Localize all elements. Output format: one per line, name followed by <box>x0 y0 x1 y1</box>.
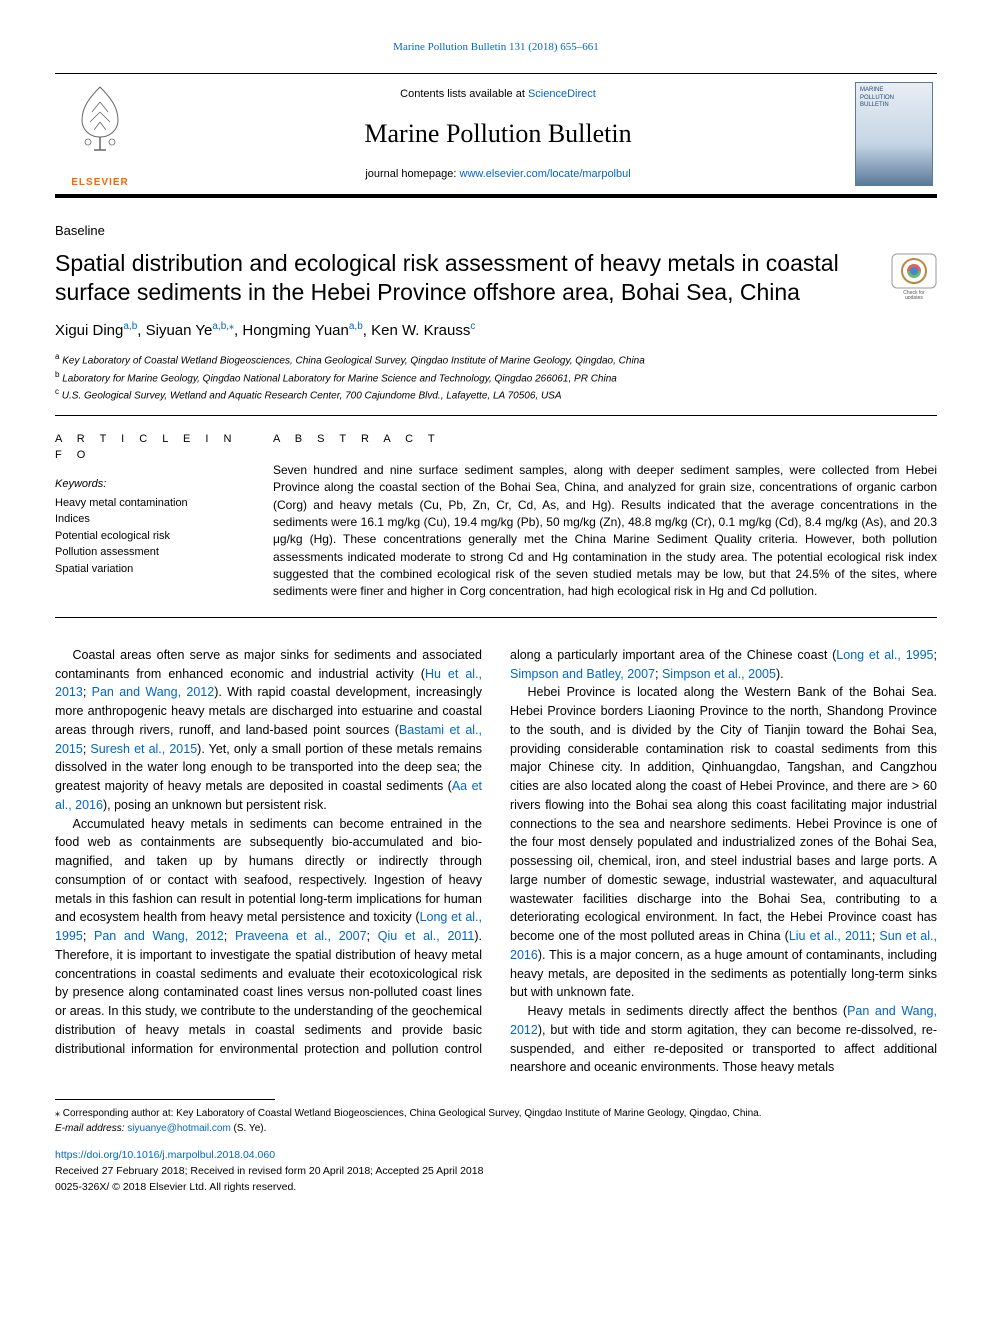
article-type: Baseline <box>55 222 937 240</box>
keywords-list: Heavy metal contamination Indices Potent… <box>55 495 245 578</box>
t: ). <box>776 667 784 681</box>
journal-header: ELSEVIER Contents lists available at Sci… <box>55 73 937 198</box>
cover-text-1: MARINE <box>860 87 928 94</box>
authors-line: Xigui Dinga,b, Siyuan Yea,b,⁎, Hongming … <box>55 320 937 341</box>
body-para-1: Coastal areas often serve as major sinks… <box>55 646 482 815</box>
abstract-column: A B S T R A C T Seven hundred and nine s… <box>273 432 937 601</box>
keyword: Indices <box>55 511 245 528</box>
t: ; <box>934 648 937 662</box>
author-2-aff[interactable]: a,b, <box>212 321 229 332</box>
corr-text: Corresponding author at: Key Laboratory … <box>60 1108 762 1119</box>
abstract-heading: A B S T R A C T <box>273 432 937 447</box>
divider-top <box>55 415 937 416</box>
affiliations: a Key Laboratory of Coastal Wetland Biog… <box>55 351 937 403</box>
author-3: Hongming Yuan <box>242 322 348 339</box>
author-4: Ken W. Krauss <box>371 322 470 339</box>
t: ). This is a major concern, as a huge am… <box>510 948 937 1000</box>
copyright-line: 0025-326X/ © 2018 Elsevier Ltd. All righ… <box>55 1181 296 1193</box>
info-abstract-row: A R T I C L E I N F O Keywords: Heavy me… <box>55 428 937 605</box>
body-para-4: Heavy metals in sediments directly affec… <box>510 1002 937 1077</box>
t: ; <box>367 929 378 943</box>
divider-bottom <box>55 617 937 618</box>
t: Heavy metals in sediments directly affec… <box>528 1004 848 1018</box>
email-label: E-mail address: <box>55 1123 127 1134</box>
journal-cover-thumb[interactable]: MARINE POLLUTION BULLETIN <box>855 82 933 186</box>
abstract-text: Seven hundred and nine surface sediment … <box>273 462 937 601</box>
ref-link[interactable]: Qiu et al., 2011 <box>378 929 475 943</box>
t: ; <box>655 667 662 681</box>
cover-text-2: POLLUTION <box>860 95 928 102</box>
ref-link[interactable]: Pan and Wang, 2012 <box>94 929 224 943</box>
author-1: Xigui Ding <box>55 322 123 339</box>
corr-email-link[interactable]: siyuanye@hotmail.com <box>127 1123 231 1134</box>
ref-link[interactable]: Simpson et al., 2005 <box>662 667 776 681</box>
doi-link[interactable]: https://doi.org/10.1016/j.marpolbul.2018… <box>55 1149 275 1161</box>
affiliation-a-text: Key Laboratory of Coastal Wetland Biogeo… <box>62 356 645 367</box>
author-3-aff[interactable]: a,b <box>349 321 363 332</box>
contents-available: Contents lists available at ScienceDirec… <box>153 87 843 102</box>
t: Accumulated heavy metals in sediments ca… <box>55 817 482 925</box>
keyword: Pollution assessment <box>55 544 245 561</box>
author-2-corr[interactable]: ⁎ <box>229 321 234 332</box>
ref-link[interactable]: Long et al., 1995 <box>836 648 933 662</box>
keyword: Spatial variation <box>55 561 245 578</box>
sciencedirect-link[interactable]: ScienceDirect <box>528 88 596 100</box>
ref-link[interactable]: Pan and Wang, 2012 <box>92 685 215 699</box>
ref-link[interactable]: Suresh et al., 2015 <box>90 742 197 756</box>
journal-name: Marine Pollution Bulletin <box>153 116 843 152</box>
t: ; <box>83 929 94 943</box>
homepage-link[interactable]: www.elsevier.com/locate/marpolbul <box>460 168 631 180</box>
author-2: Siyuan Ye <box>146 322 213 339</box>
received-dates: Received 27 February 2018; Received in r… <box>55 1165 483 1177</box>
homepage-prefix: journal homepage: <box>365 168 459 180</box>
author-4-aff[interactable]: c <box>470 321 475 332</box>
elsevier-tree-icon <box>70 82 130 152</box>
affiliation-c: c U.S. Geological Survey, Wetland and Aq… <box>55 386 937 403</box>
email-suffix: (S. Ye). <box>231 1123 267 1134</box>
t: ), but with tide and storm agitation, th… <box>510 1023 937 1075</box>
elsevier-logo[interactable]: ELSEVIER <box>55 74 145 194</box>
keyword: Potential ecological risk <box>55 528 245 545</box>
elsevier-wordmark: ELSEVIER <box>71 176 128 190</box>
author-1-aff[interactable]: a,b <box>123 321 137 332</box>
ref-link[interactable]: Praveena et al., 2007 <box>235 929 367 943</box>
doi-block: https://doi.org/10.1016/j.marpolbul.2018… <box>55 1148 937 1195</box>
article-title: Spatial distribution and ecological risk… <box>55 249 875 309</box>
affiliation-a: a Key Laboratory of Coastal Wetland Biog… <box>55 351 937 368</box>
keywords-label: Keywords: <box>55 477 245 492</box>
svg-text:updates: updates <box>905 295 923 299</box>
t: ), posing an unknown but persistent risk… <box>103 798 327 812</box>
citation-link[interactable]: Marine Pollution Bulletin 131 (2018) 655… <box>393 41 599 53</box>
article-info-heading: A R T I C L E I N F O <box>55 432 245 463</box>
ref-link[interactable]: Simpson and Batley, 2007 <box>510 667 655 681</box>
title-row: Spatial distribution and ecological risk… <box>55 249 937 321</box>
t: ; <box>224 929 235 943</box>
body-text: Coastal areas often serve as major sinks… <box>55 646 937 1077</box>
article-info-column: A R T I C L E I N F O Keywords: Heavy me… <box>55 432 245 601</box>
body-para-3: Hebei Province is located along the West… <box>510 683 937 1002</box>
t: Coastal areas often serve as major sinks… <box>55 648 482 681</box>
affiliation-c-text: U.S. Geological Survey, Wetland and Aqua… <box>62 390 562 401</box>
t: Hebei Province is located along the West… <box>510 685 937 943</box>
corresponding-author-note: ⁎ Corresponding author at: Key Laborator… <box>55 1106 937 1136</box>
footnote-rule <box>55 1099 275 1100</box>
affiliation-b: b Laboratory for Marine Geology, Qingdao… <box>55 369 937 386</box>
cover-text-3: BULLETIN <box>860 102 928 109</box>
t: ; <box>83 685 92 699</box>
contents-prefix: Contents lists available at <box>400 88 528 100</box>
running-head: Marine Pollution Bulletin 131 (2018) 655… <box>55 40 937 55</box>
affiliation-b-text: Laboratory for Marine Geology, Qingdao N… <box>62 373 617 384</box>
check-updates-icon[interactable]: Check for updates <box>891 253 937 299</box>
header-center: Contents lists available at ScienceDirec… <box>145 74 851 194</box>
ref-link[interactable]: Liu et al., 2011 <box>789 929 872 943</box>
journal-homepage: journal homepage: www.elsevier.com/locat… <box>153 167 843 182</box>
keyword: Heavy metal contamination <box>55 495 245 512</box>
